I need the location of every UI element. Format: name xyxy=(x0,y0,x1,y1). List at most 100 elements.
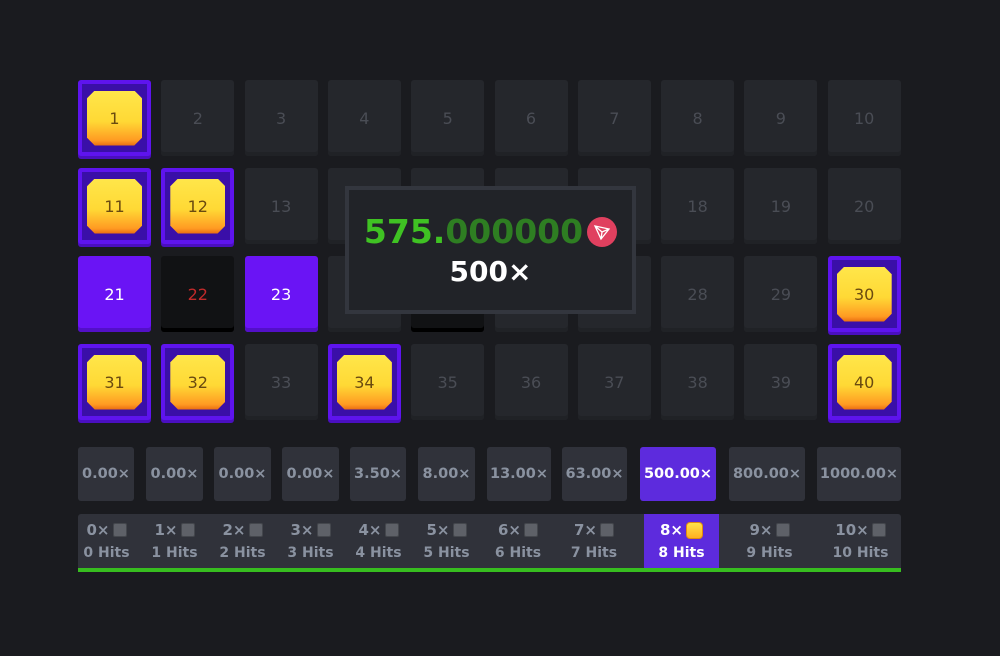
hits-item: 5× 5 Hits xyxy=(418,514,475,568)
tile-18[interactable]: 18 xyxy=(661,168,735,244)
tile-number: 28 xyxy=(687,284,708,304)
tile-1[interactable]: 1 xyxy=(78,80,151,156)
tile-32[interactable]: 32 xyxy=(161,344,235,420)
tile-number: 19 xyxy=(770,196,792,216)
tile-number: 13 xyxy=(270,196,292,216)
tile-34[interactable]: 34 xyxy=(327,344,401,420)
tile-number: 18 xyxy=(687,196,708,216)
gem-icon: 32 xyxy=(170,354,226,410)
tile-33[interactable]: 33 xyxy=(244,344,318,420)
tile-2[interactable]: 2 xyxy=(161,80,235,156)
tile-number: 22 xyxy=(187,284,208,304)
hits-label: 8 Hits xyxy=(658,545,705,561)
payout-cell: 13.00× xyxy=(487,447,551,501)
tile-37[interactable]: 37 xyxy=(577,344,651,420)
stone-icon xyxy=(316,523,331,537)
tile-number: 38 xyxy=(687,372,708,392)
tile-number: 35 xyxy=(437,372,458,392)
payout-cell: 0.00× xyxy=(146,447,203,501)
payout-cell: 800.00× xyxy=(729,447,805,501)
tile-number: 20 xyxy=(854,196,875,216)
hits-label: 9 Hits xyxy=(746,545,793,561)
hits-bar: 0× 0 Hits 1× 1 Hits 2× 2 Hits 3× 3 Hits 4× 4 Hits… xyxy=(78,514,901,572)
tile-36[interactable]: 36 xyxy=(494,344,568,420)
tile-29[interactable]: 29 xyxy=(744,256,818,332)
win-amount-decimals: 000000 xyxy=(445,212,584,251)
hits-multiplier: 3× xyxy=(290,521,314,539)
tile-5[interactable]: 5 xyxy=(411,80,485,156)
tile-28[interactable]: 28 xyxy=(661,256,735,332)
tile-20[interactable]: 20 xyxy=(827,168,901,244)
hits-item: 0× 0 Hits xyxy=(78,514,135,568)
payout-cell: 63.00× xyxy=(562,447,627,501)
tile-19[interactable]: 19 xyxy=(744,168,818,244)
gem-icon xyxy=(686,521,703,539)
tile-number: 3 xyxy=(276,108,287,128)
gem-icon: 40 xyxy=(836,354,892,410)
hits-item: 6× 6 Hits xyxy=(487,514,549,568)
payout-cell: 0.00× xyxy=(78,447,134,501)
tile-8[interactable]: 8 xyxy=(661,80,735,156)
stone-icon xyxy=(600,523,614,537)
tile-3[interactable]: 3 xyxy=(244,80,318,156)
tile-9[interactable]: 9 xyxy=(744,80,818,156)
tile-number: 34 xyxy=(354,372,375,392)
hits-item: 8× 8 Hits xyxy=(644,514,719,568)
hits-multiplier: 2× xyxy=(222,521,246,539)
stone-icon xyxy=(871,523,886,537)
tile-12[interactable]: 12 xyxy=(161,168,235,244)
payout-cell: 0.00× xyxy=(214,447,271,501)
stone-icon xyxy=(180,523,195,537)
tile-4[interactable]: 4 xyxy=(327,80,401,156)
hits-multiplier: 4× xyxy=(358,521,382,539)
tile-23[interactable]: 23 xyxy=(244,256,318,332)
tile-number: 36 xyxy=(520,372,542,392)
win-popup: 575. 000000 500× xyxy=(345,186,636,314)
tile-10[interactable]: 10 xyxy=(827,80,901,156)
hits-label: 5 Hits xyxy=(423,545,470,561)
hits-item: 1× 1 Hits xyxy=(146,514,203,568)
gem-icon: 34 xyxy=(336,354,392,410)
tile-number: 7 xyxy=(609,108,620,128)
win-amount-integer: 575. xyxy=(363,212,446,251)
hits-item: 3× 3 Hits xyxy=(282,514,339,568)
hits-multiplier: 9× xyxy=(749,521,773,539)
hits-item: 7× 7 Hits xyxy=(563,514,625,568)
tile-number: 33 xyxy=(270,372,292,392)
tile-6[interactable]: 6 xyxy=(494,80,568,156)
hits-label: 0 Hits xyxy=(83,545,130,561)
tile-number: 1 xyxy=(109,108,120,128)
stone-icon xyxy=(452,523,467,537)
tile-number: 2 xyxy=(192,108,203,128)
payout-cell: 8.00× xyxy=(418,447,475,501)
hits-label: 1 Hits xyxy=(151,545,198,561)
tile-38[interactable]: 38 xyxy=(661,344,735,420)
tile-number: 40 xyxy=(854,372,875,392)
hits-label: 10 Hits xyxy=(832,545,889,561)
tile-35[interactable]: 35 xyxy=(411,344,485,420)
hits-item: 2× 2 Hits xyxy=(214,514,271,568)
tile-number: 39 xyxy=(770,372,792,392)
tile-31[interactable]: 31 xyxy=(78,344,151,420)
tile-13[interactable]: 13 xyxy=(244,168,318,244)
tile-22[interactable]: 22 xyxy=(161,256,235,332)
tile-30[interactable]: 30 xyxy=(827,256,901,332)
hits-multiplier: 7× xyxy=(573,521,597,539)
win-multiplier: 500× xyxy=(449,255,532,288)
tile-7[interactable]: 7 xyxy=(577,80,651,156)
tile-11[interactable]: 11 xyxy=(78,168,151,244)
gem-icon: 11 xyxy=(87,178,142,234)
tile-21[interactable]: 21 xyxy=(78,256,151,332)
tron-icon xyxy=(587,216,618,247)
tile-number: 12 xyxy=(187,196,208,216)
stone-icon xyxy=(384,523,399,537)
gem-icon: 31 xyxy=(87,354,142,410)
tile-40[interactable]: 40 xyxy=(827,344,901,420)
hits-label: 7 Hits xyxy=(570,545,618,561)
tile-number: 32 xyxy=(187,372,208,392)
stone-icon xyxy=(112,523,127,537)
tile-number: 29 xyxy=(770,284,792,304)
hits-multiplier: 5× xyxy=(426,521,450,539)
tile-39[interactable]: 39 xyxy=(744,344,818,420)
tile-number: 4 xyxy=(359,108,370,128)
